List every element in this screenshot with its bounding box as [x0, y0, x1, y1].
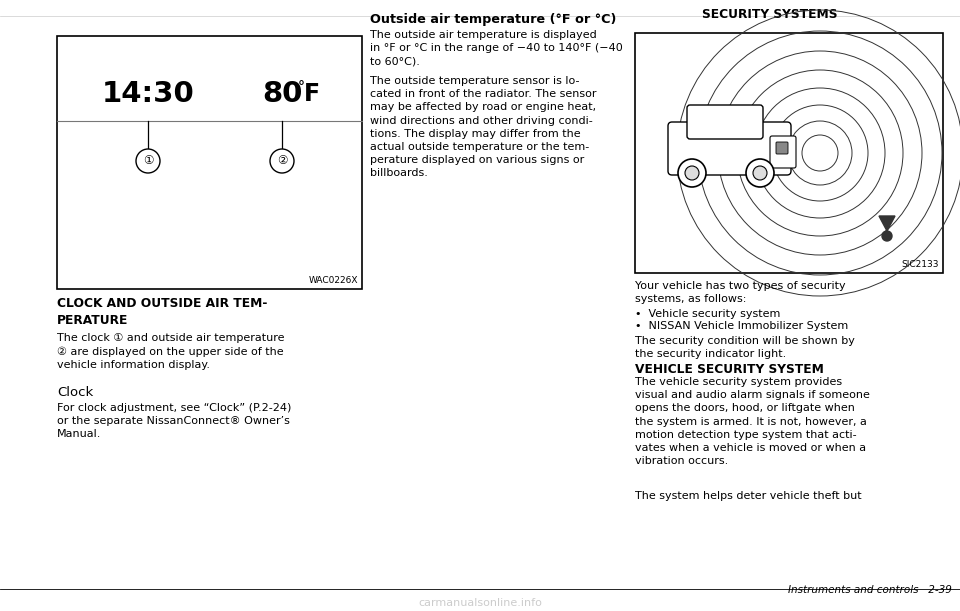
Text: ①: ①	[143, 155, 154, 167]
Bar	[57, 36, 362, 289]
Text: carmanualsonline.info: carmanualsonline.info	[418, 598, 542, 608]
Text: 14:30: 14:30	[102, 80, 194, 108]
Text: Your vehicle has two types of security
systems, as follows:: Your vehicle has two types of security s…	[635, 281, 846, 304]
Text: Clock: Clock	[57, 386, 93, 399]
Circle shape	[882, 231, 892, 241]
Text: The outside temperature sensor is lo-
cated in front of the radiator. The sensor: The outside temperature sensor is lo- ca…	[370, 76, 596, 178]
Text: •  NISSAN Vehicle Immobilizer System: • NISSAN Vehicle Immobilizer System	[635, 321, 849, 331]
Bar	[635, 33, 943, 273]
Text: °: °	[298, 80, 305, 94]
Polygon shape	[879, 216, 895, 231]
Text: VEHICLE SECURITY SYSTEM: VEHICLE SECURITY SYSTEM	[635, 363, 824, 376]
Text: SECURITY SYSTEMS: SECURITY SYSTEMS	[703, 8, 838, 21]
Text: SIC2133: SIC2133	[901, 260, 939, 269]
Circle shape	[685, 166, 699, 180]
Text: CLOCK AND OUTSIDE AIR TEM-
PERATURE: CLOCK AND OUTSIDE AIR TEM- PERATURE	[57, 297, 268, 326]
Text: For clock adjustment, see “Clock” (P.2-24)
or the separate NissanConnect® Owner’: For clock adjustment, see “Clock” (P.2-2…	[57, 403, 292, 439]
Text: The system helps deter vehicle theft but: The system helps deter vehicle theft but	[635, 491, 862, 501]
Text: WAC0226X: WAC0226X	[308, 276, 358, 285]
Circle shape	[746, 159, 774, 187]
Text: ②: ②	[276, 155, 287, 167]
FancyBboxPatch shape	[668, 122, 791, 175]
FancyBboxPatch shape	[687, 105, 763, 139]
Text: Instruments and controls   2-39: Instruments and controls 2-39	[788, 585, 952, 595]
Text: The vehicle security system provides
visual and audio alarm signals if someone
o: The vehicle security system provides vis…	[635, 377, 870, 466]
Circle shape	[270, 149, 294, 173]
Text: •  Vehicle security system: • Vehicle security system	[635, 309, 780, 319]
FancyBboxPatch shape	[776, 142, 788, 154]
Text: The security condition will be shown by
the security indicator light.: The security condition will be shown by …	[635, 336, 854, 359]
Text: The clock ① and outside air temperature
② are displayed on the upper side of the: The clock ① and outside air temperature …	[57, 333, 284, 370]
Text: Outside air temperature (°F or °C): Outside air temperature (°F or °C)	[370, 13, 616, 26]
Circle shape	[753, 166, 767, 180]
Circle shape	[678, 159, 706, 187]
Circle shape	[136, 149, 160, 173]
FancyBboxPatch shape	[770, 136, 796, 168]
Text: The outside air temperature is displayed
in °F or °C in the range of −40 to 140°: The outside air temperature is displayed…	[370, 30, 623, 67]
Text: 80: 80	[262, 80, 302, 108]
Text: F: F	[304, 82, 320, 106]
